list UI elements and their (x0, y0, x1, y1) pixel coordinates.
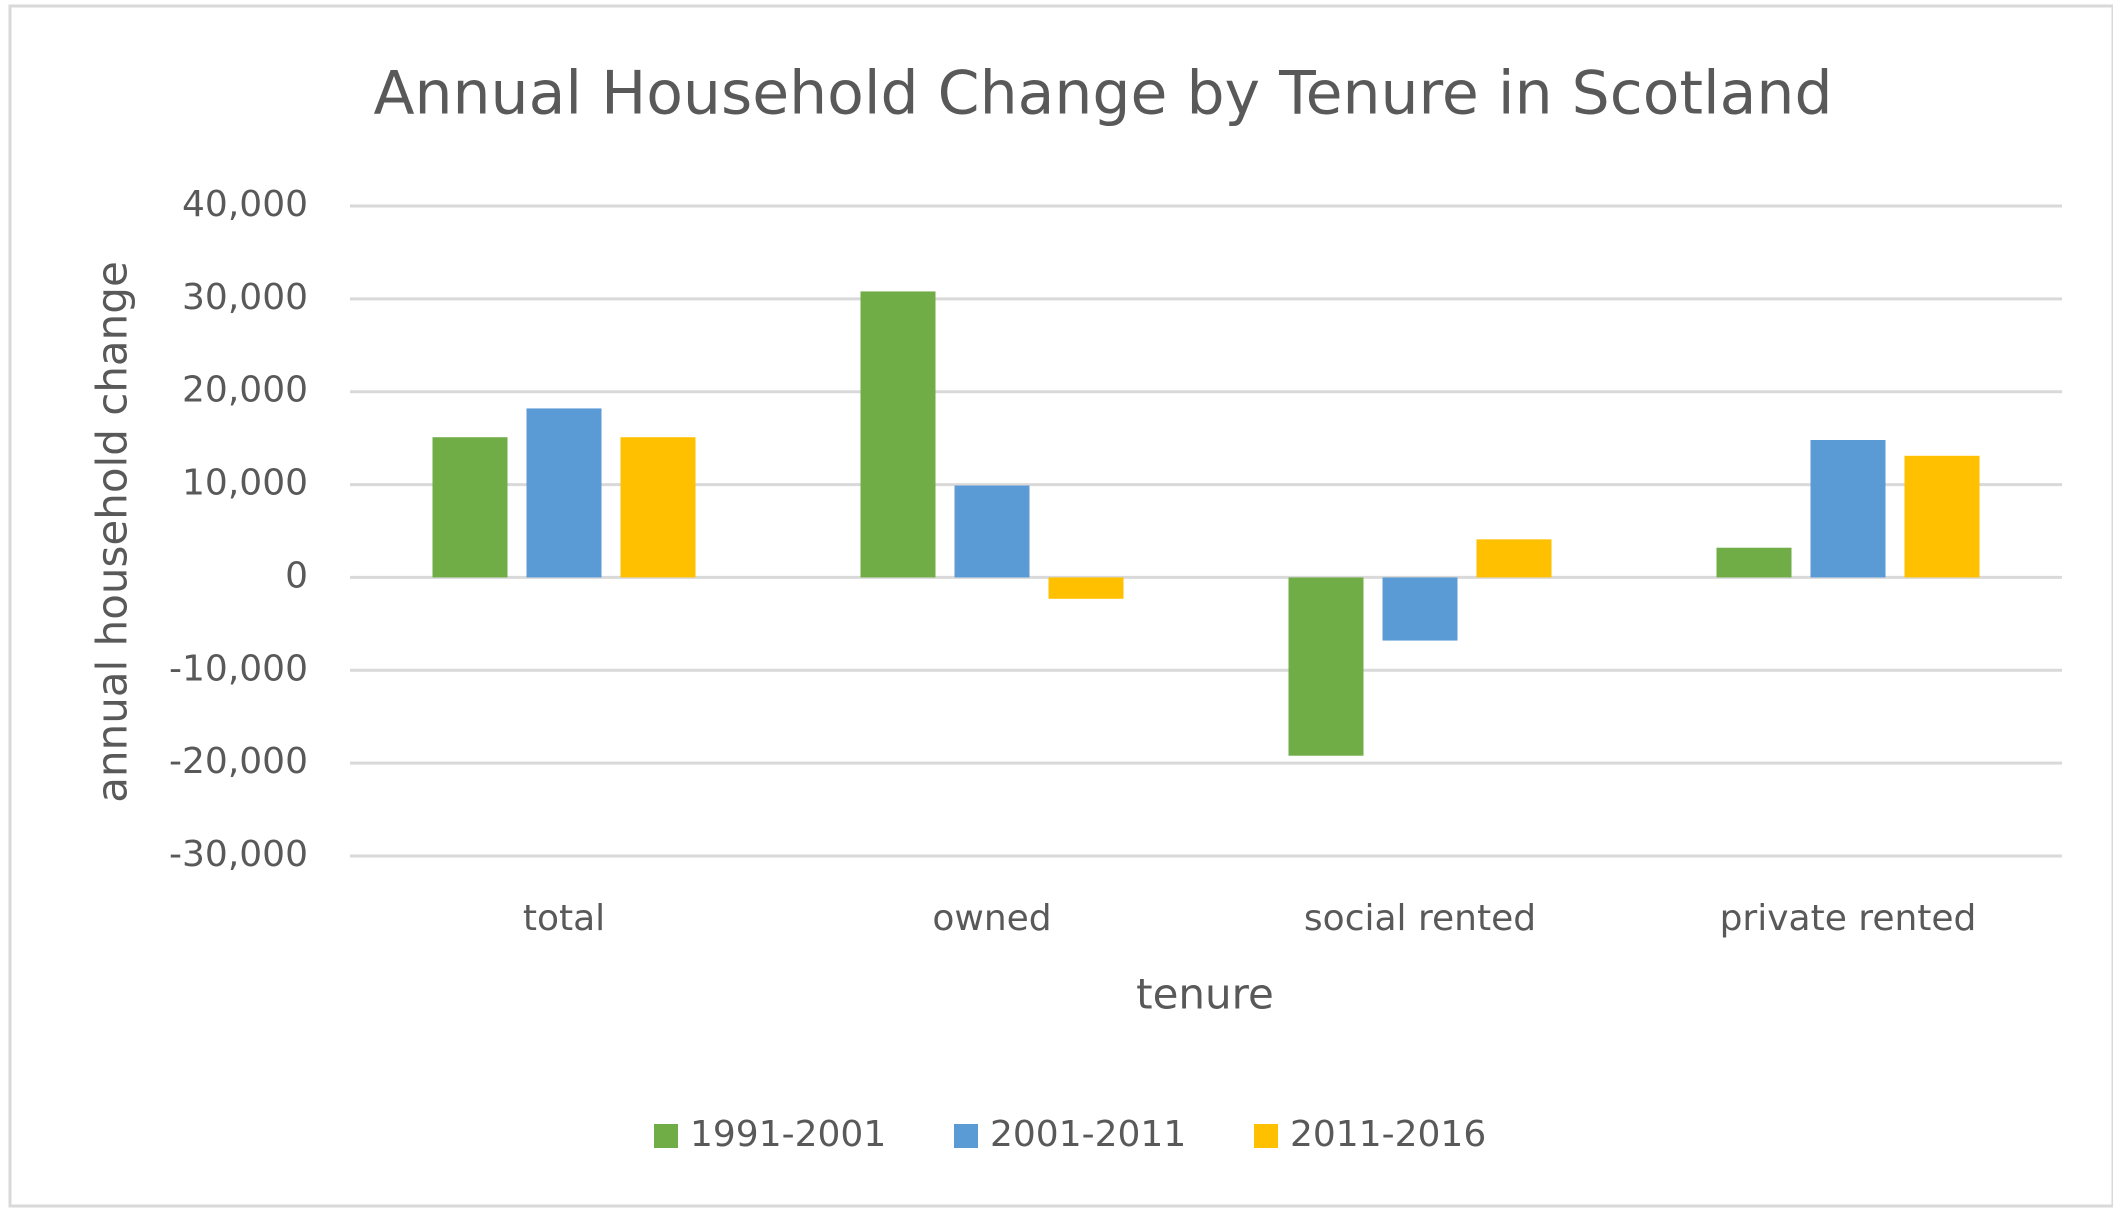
y-tick-label: -20,000 (169, 741, 308, 782)
bar (1476, 539, 1552, 578)
bar (1288, 577, 1364, 756)
bar (1904, 455, 1980, 578)
x-tick-label: social rented (1304, 898, 1536, 939)
bar (1810, 440, 1886, 578)
bar (954, 485, 1030, 578)
legend-label: 2001-2011 (990, 1114, 1186, 1155)
bar (526, 408, 602, 578)
y-tick-label: 20,000 (182, 370, 308, 411)
bar (860, 291, 936, 578)
y-tick-label: 40,000 (182, 184, 308, 225)
bar (1048, 577, 1124, 599)
x-tick-label: total (523, 898, 605, 939)
x-tick-label: owned (932, 898, 1051, 939)
y-tick-label: 30,000 (182, 277, 308, 318)
y-tick-label: 10,000 (182, 463, 308, 504)
legend-label: 2011-2016 (1290, 1114, 1486, 1155)
bar (432, 437, 508, 578)
legend-swatch (1254, 1124, 1278, 1148)
legend-swatch (654, 1124, 678, 1148)
y-tick-label: 0 (285, 555, 308, 596)
x-axis-title: tenure (1136, 970, 1274, 1019)
chart-frame (8, 4, 2113, 1208)
bar (620, 437, 696, 578)
y-tick-label: -30,000 (169, 834, 308, 875)
y-tick-label: -10,000 (169, 648, 308, 689)
chart-title: Annual Household Change by Tenure in Sco… (373, 59, 1832, 129)
x-tick-label: private rented (1720, 898, 1977, 939)
bar (1716, 547, 1792, 578)
y-axis-title: annual household change (88, 261, 137, 803)
legend-swatch (954, 1124, 978, 1148)
bar (1382, 577, 1458, 641)
legend-label: 1991-2001 (690, 1114, 886, 1155)
